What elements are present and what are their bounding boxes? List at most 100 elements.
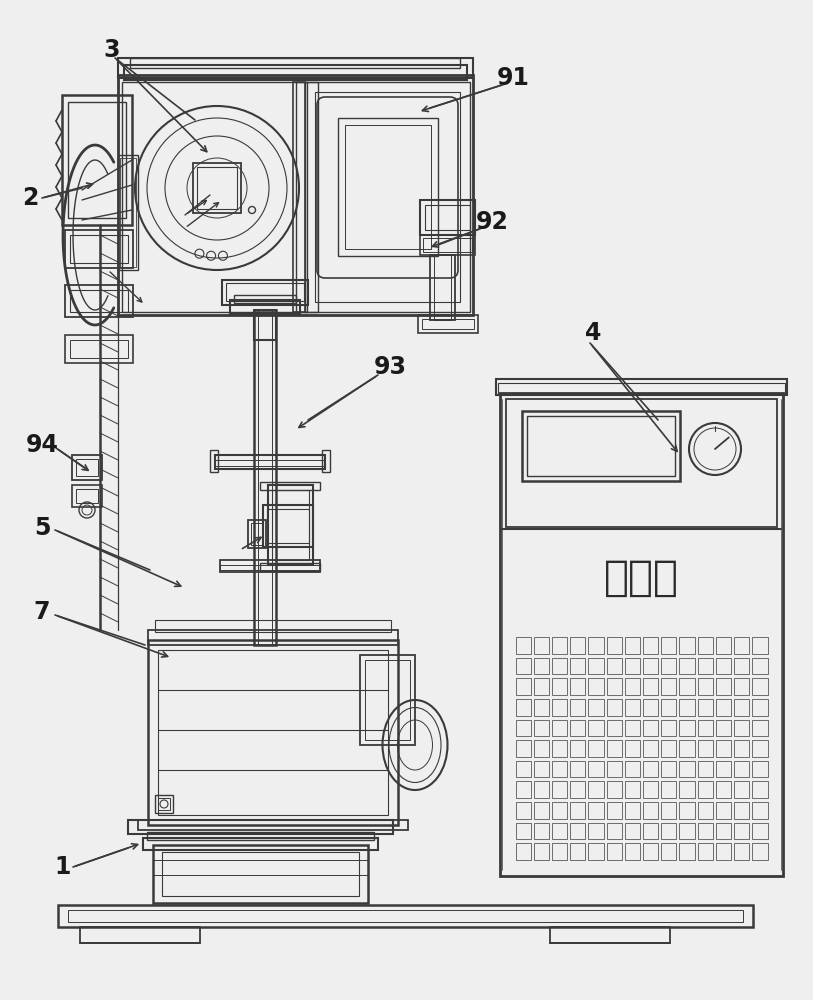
Bar <box>222 280 308 305</box>
Bar <box>515 781 531 798</box>
Bar <box>606 781 622 798</box>
Bar <box>624 637 640 654</box>
Bar <box>589 699 603 716</box>
Bar <box>643 658 659 674</box>
Bar <box>661 761 676 777</box>
Bar <box>698 699 713 716</box>
Bar <box>148 630 398 645</box>
Bar <box>254 310 276 340</box>
Bar <box>643 761 659 777</box>
Bar <box>661 823 676 839</box>
Bar <box>254 310 276 645</box>
Bar <box>643 802 659 819</box>
Bar <box>533 658 549 674</box>
Bar <box>260 482 320 490</box>
Bar <box>752 823 767 839</box>
Bar <box>515 761 531 777</box>
Bar <box>680 740 694 757</box>
Bar <box>698 658 713 674</box>
Bar <box>70 290 128 312</box>
Text: 5: 5 <box>34 516 50 540</box>
Bar <box>698 823 713 839</box>
Bar <box>248 520 266 548</box>
Bar <box>698 761 713 777</box>
Bar <box>515 802 531 819</box>
Bar <box>680 699 694 716</box>
Bar <box>643 637 659 654</box>
Bar <box>338 118 438 256</box>
Bar <box>118 155 138 270</box>
Bar <box>515 678 531 695</box>
Bar <box>680 802 694 819</box>
Bar <box>118 75 473 315</box>
Bar <box>661 699 676 716</box>
Bar <box>118 58 473 78</box>
Bar <box>698 802 713 819</box>
Bar <box>698 637 713 654</box>
Bar <box>606 740 622 757</box>
Bar <box>624 699 640 716</box>
Bar <box>158 650 388 815</box>
Bar <box>606 637 622 654</box>
Bar <box>552 637 567 654</box>
Bar <box>496 379 787 395</box>
Bar <box>293 82 305 312</box>
Bar <box>220 565 320 570</box>
Bar <box>515 843 531 860</box>
Bar <box>680 843 694 860</box>
Bar <box>268 485 313 565</box>
Bar <box>360 655 415 745</box>
Bar <box>430 255 455 320</box>
Bar <box>570 637 585 654</box>
Bar <box>716 802 731 819</box>
Bar <box>506 399 777 527</box>
Bar <box>624 823 640 839</box>
Bar <box>680 761 694 777</box>
Bar <box>716 720 731 736</box>
Bar <box>734 699 750 716</box>
Bar <box>734 802 750 819</box>
Bar <box>716 658 731 674</box>
Bar <box>661 740 676 757</box>
Bar <box>716 823 731 839</box>
Bar <box>606 699 622 716</box>
Bar <box>716 843 731 860</box>
Bar <box>570 678 585 695</box>
Bar <box>589 781 603 798</box>
Text: 7: 7 <box>34 600 50 624</box>
Bar <box>752 699 767 716</box>
Bar <box>120 158 136 267</box>
Bar <box>570 823 585 839</box>
Bar <box>434 255 451 320</box>
Bar <box>716 699 731 716</box>
Bar <box>752 802 767 819</box>
Bar <box>698 843 713 860</box>
Text: 1: 1 <box>54 855 72 879</box>
Bar <box>155 620 391 632</box>
Bar <box>570 699 585 716</box>
Bar <box>68 910 743 922</box>
Text: 4: 4 <box>585 321 601 345</box>
Bar <box>533 781 549 798</box>
Bar <box>716 781 731 798</box>
Bar <box>65 230 133 268</box>
Bar <box>143 838 378 850</box>
Bar <box>197 167 237 209</box>
Bar <box>606 678 622 695</box>
Bar <box>315 92 460 302</box>
Bar <box>515 637 531 654</box>
Bar <box>752 658 767 674</box>
Bar <box>698 678 713 695</box>
Bar <box>305 82 470 312</box>
Bar <box>552 740 567 757</box>
Bar <box>661 802 676 819</box>
Bar <box>552 802 567 819</box>
Bar <box>515 740 531 757</box>
Bar <box>734 678 750 695</box>
Bar <box>220 560 320 572</box>
Bar <box>552 678 567 695</box>
Text: 冷却机: 冷却机 <box>604 557 679 599</box>
Bar <box>345 125 431 249</box>
Bar <box>422 319 474 329</box>
Bar <box>162 852 359 896</box>
